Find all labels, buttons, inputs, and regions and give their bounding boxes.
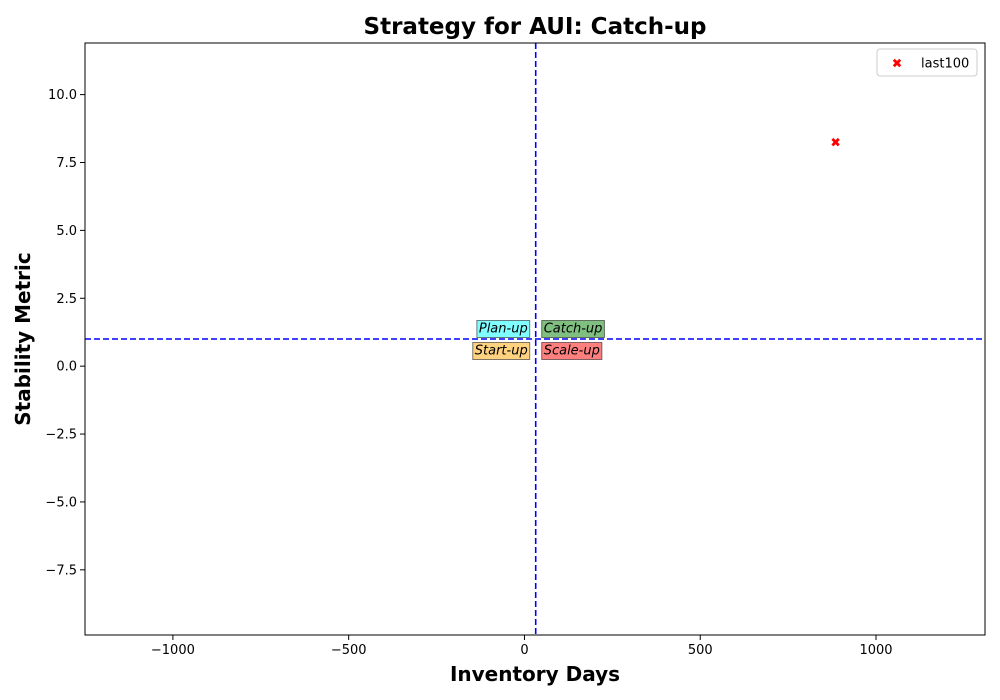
y-tick-label: −7.5 [45,563,77,578]
quadrant-label-scale-up: Scale-up [541,342,603,360]
x-tick-label: −500 [331,643,367,658]
x-tick-label: −1000 [151,643,195,658]
plot-area: −1000 −500 0 500 1000 −7.5 −5.0 −2.5 0.0 2.5 5.0 7.… [45,42,986,658]
y-tick-label: −2.5 [45,428,77,443]
y-axis-title: Stability Metric [11,252,35,426]
chart-title: Strategy for AUI: Catch-up [364,14,707,40]
x-axis-title: Inventory Days [450,662,620,686]
quadrant-label-text: Catch-up [544,322,603,337]
data-point [831,137,840,147]
quadrant-label-box [541,342,603,360]
legend-marker [892,58,902,68]
x-tick-label: 0 [520,643,528,658]
y-tick-label: 0.0 [56,360,77,375]
quadrant-label-text: Scale-up [544,344,600,359]
legend-label: last100 [921,57,969,72]
plot-frame [84,42,986,636]
legend-box [876,48,978,77]
quadrant-label-box [472,342,531,360]
y-tick-label: 2.5 [56,292,77,307]
quadrant-label-catch-up: Catch-up [541,320,605,338]
quadrant-label-text: Start-up [475,344,528,359]
quadrant-label-box [541,320,605,338]
y-tick-label: −5.0 [45,495,77,510]
x-tick-label: 1000 [859,643,892,658]
quadrant-label-box [476,320,531,338]
x-tick-label: 500 [688,643,713,658]
y-tick-label: 5.0 [56,224,77,239]
quadrant-label-start-up: Start-up [472,342,531,360]
y-tick-label: 7.5 [56,156,77,171]
quadrant-label-plan-up: Plan-up [476,320,531,338]
quadrant-label-text: Plan-up [479,322,528,337]
legend: last100 [876,48,978,77]
y-tick-label: 10.0 [48,88,77,103]
